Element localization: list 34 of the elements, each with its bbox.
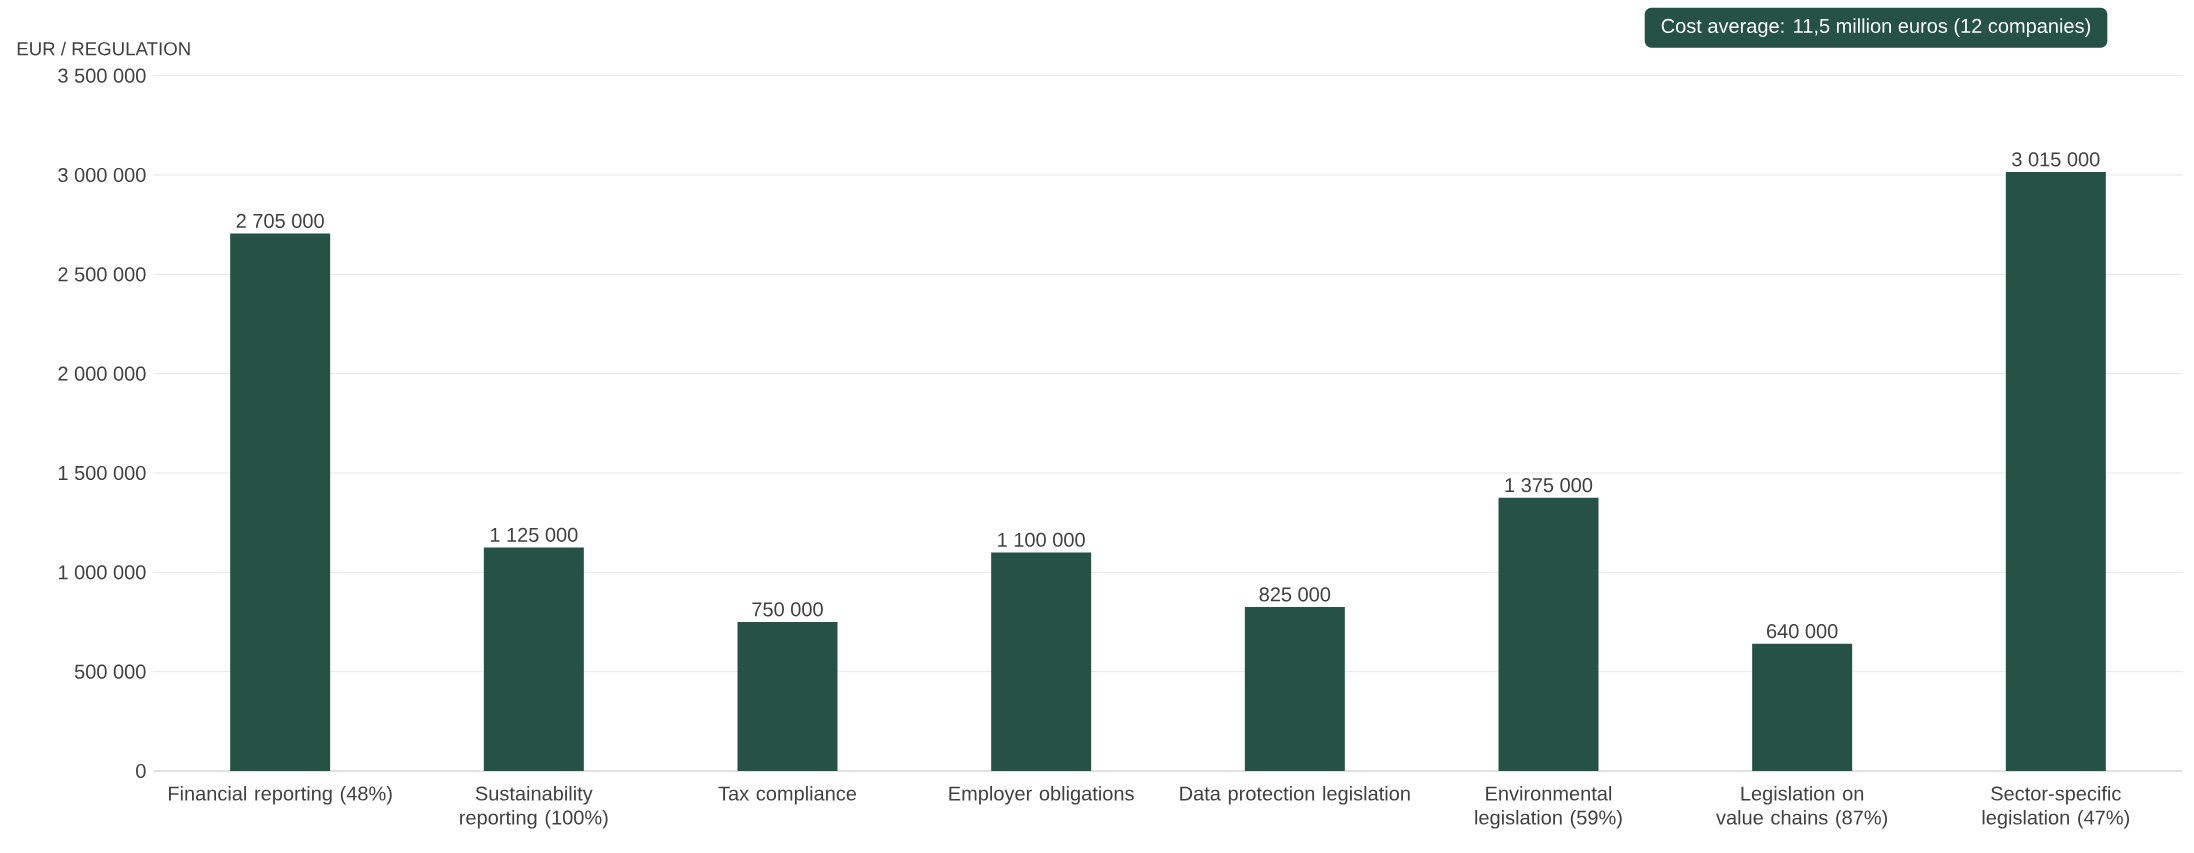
data-label: 1 100 000: [998, 532, 1085, 547]
x-tick-label: Tax compliance: [718, 785, 857, 805]
y-tick-label: 1 000 000: [58, 565, 146, 580]
y-tick-label: 500 000: [74, 664, 146, 679]
bar: [737, 622, 838, 771]
text: Cost average: 11,5 million euros (12 companies): [1661, 18, 2090, 37]
data-label: 640 000: [1767, 624, 1838, 639]
x-tick-label: Environmental legislation (59%): [1475, 785, 1622, 829]
y-tick-label: 0: [136, 763, 146, 779]
data-label: 1 125 000: [490, 527, 578, 542]
y-tick-label: 2 500 000: [58, 267, 146, 282]
x-tick-label: Sector-specific legislation (47%): [1982, 785, 2130, 829]
x-tick-label: Employer obligations: [949, 785, 1134, 805]
y-tick-label: 3 000 000: [58, 167, 146, 183]
data-label: 750 000: [752, 602, 823, 617]
data-label: 825 000: [1259, 587, 1331, 602]
x-tick-label: Financial reporting (48%): [168, 785, 392, 805]
x-tick-label: Data protection legislation: [1180, 785, 1410, 805]
y-tick-label: 3 500 000: [58, 68, 146, 83]
y-tick-label: 1 500 000: [58, 465, 146, 481]
bar: [1498, 497, 1599, 771]
bar: [230, 233, 331, 771]
bar: [2005, 172, 2106, 771]
data-label: 2 705 000: [236, 213, 324, 228]
bar: [991, 552, 1092, 771]
data-label: 3 015 000: [2012, 152, 2100, 167]
x-tick-label: Sustainability reporting (100%): [460, 785, 608, 829]
data-label: 1 375 000: [1505, 478, 1593, 493]
bar: [1752, 643, 1853, 771]
bar: [483, 547, 584, 771]
bar: [1244, 607, 1345, 771]
x-tick-label: Legislation on value chains (87%): [1716, 785, 1888, 829]
y-tick-label: 2 000 000: [58, 366, 146, 381]
y-axis-title: EUR / REGULATION: [17, 41, 190, 56]
